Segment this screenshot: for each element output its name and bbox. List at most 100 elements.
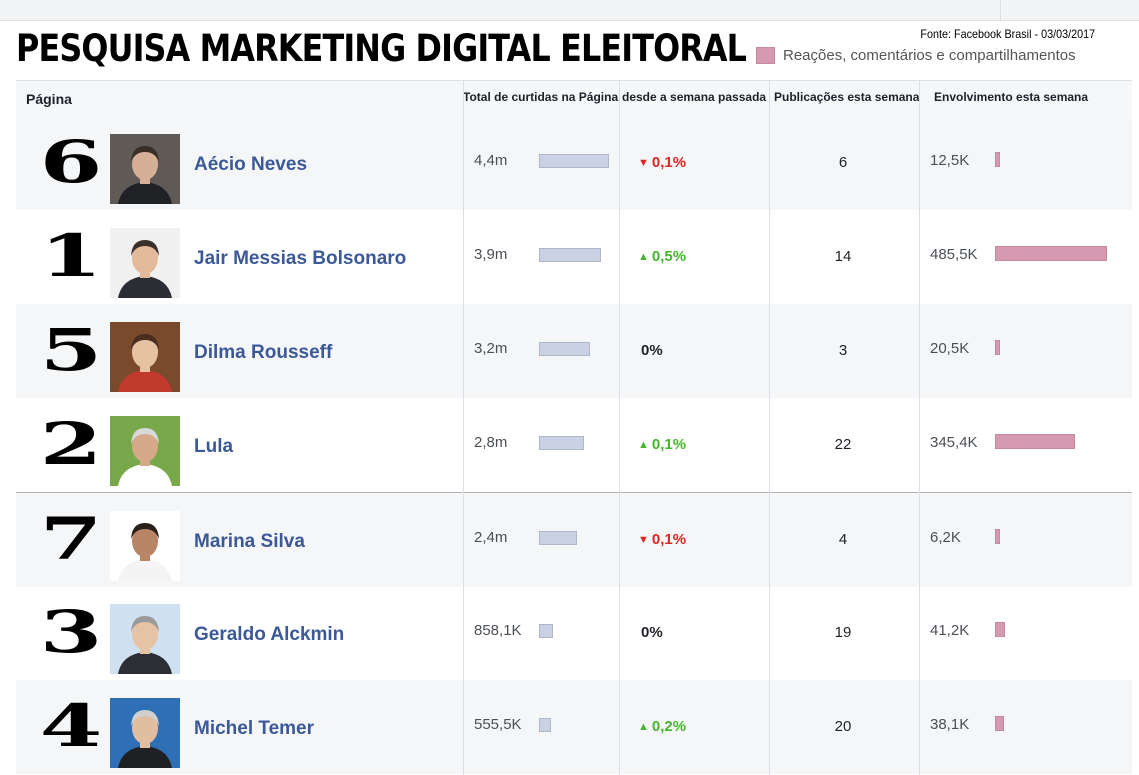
change-value: ▲ 0,1%: [638, 436, 686, 453]
change-text: 0,1%: [651, 436, 687, 453]
column-header-change[interactable]: desde a semana passada: [622, 90, 767, 104]
likes-value: 3,2m: [474, 340, 508, 357]
rank-number: 5: [39, 316, 103, 384]
posts-value: 14: [834, 248, 852, 265]
change-text: 0,2%: [651, 718, 687, 735]
top-strip: [0, 0, 1139, 21]
change-value: 0%: [641, 624, 663, 641]
change-value: ▼ 0,1%: [638, 154, 686, 171]
rank-number: 4: [39, 692, 103, 760]
source-note: Fonte: Facebook Brasil - 03/03/2017: [920, 27, 1095, 41]
rank-number: 1: [39, 222, 103, 290]
change-value: ▼ 0,1%: [638, 531, 686, 548]
likes-value: 2,4m: [474, 529, 508, 546]
column-header-posts[interactable]: Publicações esta semana: [774, 90, 920, 104]
likes-bar: [539, 624, 553, 638]
likes-bar: [539, 531, 577, 545]
likes-bar: [539, 342, 590, 356]
column-header-likes[interactable]: Total de curtidas na Página: [463, 90, 619, 104]
table-row[interactable]: 1 Jair Messias Bolsonaro 3,9m ▲ 0,5% 14 485,5K: [16, 210, 1132, 304]
likes-bar: [539, 248, 601, 262]
change-text: 0,1%: [651, 531, 687, 548]
page-name-link[interactable]: Dilma Rousseff: [194, 342, 333, 363]
legend-label: Reações, comentários e compartilhamentos: [783, 47, 1076, 64]
column-divider: [463, 80, 464, 775]
table-row[interactable]: 7 Marina Silva 2,4m ▼ 0,1% 4 6,2K: [16, 492, 1132, 587]
dilma-photo[interactable]: [110, 322, 180, 392]
rank-number: 3: [39, 598, 103, 666]
change-value: 0%: [641, 342, 663, 359]
change-value: ▲ 0,5%: [638, 248, 686, 265]
posts-value: 6: [838, 154, 848, 171]
rank-number: 2: [39, 410, 103, 478]
table-row[interactable]: 4 Michel Temer 555,5K ▲ 0,2% 20 38,1K: [16, 680, 1132, 774]
lula-photo[interactable]: [110, 416, 180, 486]
table-row[interactable]: 3 Geraldo Alckmin 858,1K 0% 19 41,2K: [16, 586, 1132, 680]
marina-photo[interactable]: [110, 511, 180, 581]
page-name-link[interactable]: Geraldo Alckmin: [194, 624, 345, 645]
posts-value: 19: [834, 624, 852, 641]
posts-value: 3: [838, 342, 848, 359]
engagement-value: 345,4K: [930, 434, 978, 451]
table-row[interactable]: 6 Aécio Neves 4,4m ▼ 0,1% 6 12,5K: [16, 116, 1132, 210]
engagement-bar: [995, 152, 1000, 167]
column-divider: [769, 80, 770, 775]
posts-value: 22: [834, 436, 852, 453]
engagement-value: 38,1K: [930, 716, 970, 733]
likes-value: 555,5K: [474, 716, 522, 733]
change-text: 0,1%: [651, 154, 687, 171]
engagement-value: 12,5K: [930, 152, 970, 169]
ranking-table: Página Total de curtidas na Página desde…: [16, 80, 1132, 775]
posts-value: 4: [838, 531, 848, 548]
engagement-bar: [995, 434, 1075, 449]
rank-number: 6: [39, 128, 103, 196]
legend: Reações, comentários e compartilhamentos: [756, 47, 1076, 64]
bolsonaro-photo[interactable]: [110, 228, 180, 298]
top-strip-divider: [1000, 0, 1001, 20]
table-row[interactable]: 2 Lula 2,8m ▲ 0,1% 22 345,4K: [16, 398, 1132, 492]
legend-swatch: [756, 47, 775, 64]
alckmin-photo[interactable]: [110, 604, 180, 674]
likes-value: 3,9m: [474, 246, 508, 263]
engagement-value: 6,2K: [930, 529, 961, 546]
engagement-bar: [995, 529, 1000, 544]
table-row[interactable]: 5 Dilma Rousseff 3,2m 0% 3 20,5K: [16, 304, 1132, 398]
change-value: ▲ 0,2%: [638, 718, 686, 735]
table-header: Página Total de curtidas na Página desde…: [16, 80, 1132, 118]
page-title: PESQUISA MARKETING DIGITAL ELEITORAL: [16, 27, 747, 70]
page-name-link[interactable]: Marina Silva: [194, 531, 305, 552]
triangle-up-icon: ▲: [638, 721, 649, 733]
triangle-down-icon: ▼: [638, 534, 649, 546]
engagement-bar: [995, 246, 1107, 261]
column-divider: [919, 80, 920, 775]
page-name-link[interactable]: Michel Temer: [194, 718, 315, 739]
triangle-up-icon: ▲: [638, 251, 649, 263]
likes-value: 858,1K: [474, 622, 522, 639]
engagement-value: 20,5K: [930, 340, 970, 357]
likes-bar: [539, 718, 551, 732]
likes-bar: [539, 154, 609, 168]
triangle-down-icon: ▼: [638, 157, 649, 169]
page-name-link[interactable]: Lula: [194, 436, 234, 457]
likes-bar: [539, 436, 584, 450]
column-header-engagement[interactable]: Envolvimento esta semana: [934, 90, 1089, 104]
aecio-photo[interactable]: [110, 134, 180, 204]
temer-photo[interactable]: [110, 698, 180, 768]
change-text: 0%: [641, 342, 663, 359]
column-divider: [619, 80, 620, 775]
engagement-value: 485,5K: [930, 246, 978, 263]
triangle-up-icon: ▲: [638, 439, 649, 451]
engagement-bar: [995, 716, 1004, 731]
posts-value: 20: [834, 718, 852, 735]
column-header-page[interactable]: Página: [26, 91, 72, 107]
page-name-link[interactable]: Jair Messias Bolsonaro: [194, 248, 407, 269]
change-text: 0%: [641, 624, 663, 641]
engagement-bar: [995, 340, 1000, 355]
page-name-link[interactable]: Aécio Neves: [194, 154, 308, 175]
likes-value: 2,8m: [474, 434, 508, 451]
engagement-value: 41,2K: [930, 622, 970, 639]
engagement-bar: [995, 622, 1005, 637]
likes-value: 4,4m: [474, 152, 508, 169]
change-text: 0,5%: [651, 248, 687, 265]
rank-number: 7: [39, 505, 103, 573]
